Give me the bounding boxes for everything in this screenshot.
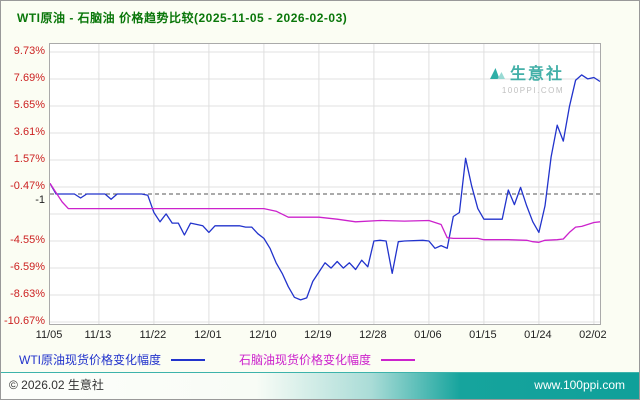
x-axis-tick-label: 11/22	[139, 329, 167, 341]
x-axis-tick-label: 01/06	[414, 329, 442, 341]
x-axis-tick-label: 01/15	[469, 329, 497, 341]
legend-line-sample-naphtha	[381, 358, 416, 361]
y-axis-tick-label: -1	[35, 194, 45, 206]
y-axis-tick-label: -6.59%	[10, 261, 45, 273]
copyright-text: © 2026.02 生意社	[9, 378, 104, 392]
y-axis-tick-label: -10.67%	[4, 315, 45, 327]
x-axis-tick-label: 01/24	[524, 329, 552, 341]
y-axis-tick-label: 7.69%	[13, 72, 45, 84]
x-axis-tick-label: 12/01	[194, 329, 222, 341]
y-axis-tick-label: 3.61%	[13, 126, 45, 138]
y-axis-tick-label: -0.47%	[10, 180, 45, 192]
y-axis-tick-label: 9.73%	[13, 45, 45, 57]
x-axis-tick-label: 11/13	[84, 329, 112, 341]
legend: WTI原油现货价格变化幅度 石脑油现货价格变化幅度	[19, 351, 449, 368]
footer-bar: © 2026.02 生意社 www.100ppi.com	[1, 372, 639, 399]
series-line	[50, 183, 600, 243]
x-axis-tick-label: 12/28	[359, 329, 387, 341]
chart-canvas	[50, 44, 600, 324]
legend-item-wti: WTI原油现货价格变化幅度	[19, 351, 205, 368]
y-axis-tick-label: 1.57%	[13, 153, 45, 165]
legend-item-naphtha: 石脑油现货价格变化幅度	[239, 351, 416, 368]
site-link[interactable]: www.100ppi.com	[534, 378, 625, 392]
x-axis-tick-label: 11/05	[35, 329, 63, 341]
y-axis-tick-label: -4.55%	[10, 234, 45, 246]
legend-label-wti: WTI原油现货价格变化幅度	[19, 353, 161, 367]
legend-label-naphtha: 石脑油现货价格变化幅度	[239, 353, 372, 367]
series-line	[50, 74, 600, 301]
y-axis-tick-label: -8.63%	[10, 288, 45, 300]
chart-title: WTI原油 - 石脑油 价格趋势比较(2025-11-05 - 2026-02-…	[17, 11, 348, 25]
x-axis-tick-label: 12/19	[304, 329, 332, 341]
plot-area: 生意社 100PPI.COM	[49, 43, 601, 325]
y-axis-tick-label: 5.65%	[13, 99, 45, 111]
legend-line-sample-wti	[171, 358, 205, 361]
x-axis-tick-label: 12/10	[249, 329, 277, 341]
x-axis-tick-label: 02/02	[579, 329, 607, 341]
